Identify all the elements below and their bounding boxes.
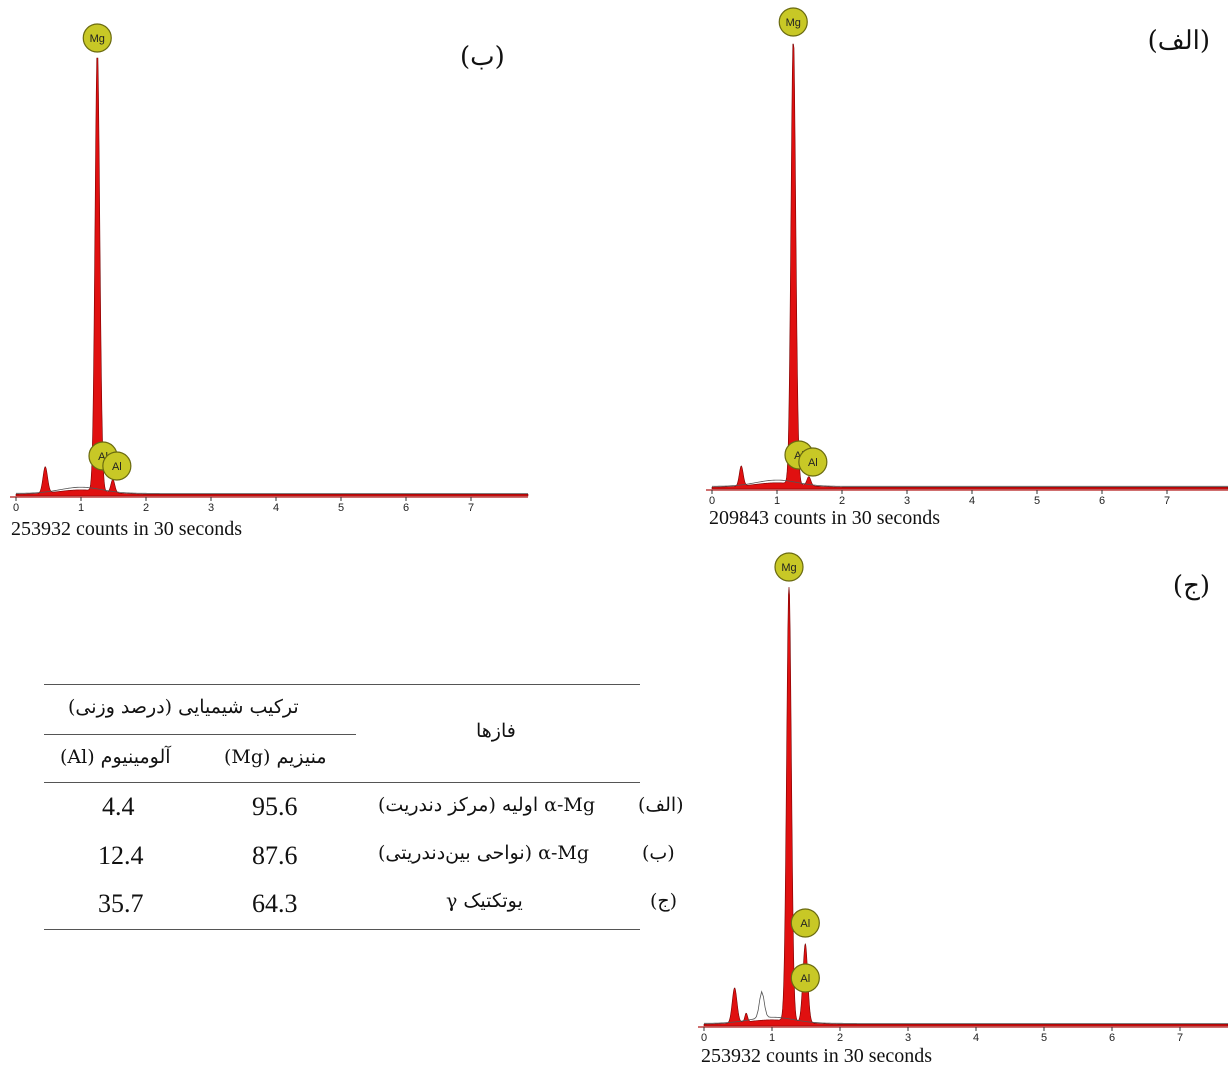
x-tick-label: 4 — [973, 1032, 979, 1044]
x-tick-label: 4 — [969, 495, 975, 507]
table-cell-phase: α-Mg (نواحی بین‌دندریتی) — [378, 842, 589, 864]
x-tick-label: 0 — [13, 502, 19, 514]
spectrum-area — [703, 586, 1228, 1027]
table-mid-rule — [44, 734, 356, 735]
table-top-rule — [44, 684, 640, 685]
counts-caption-c: 253932 counts in 30 seconds — [701, 1045, 933, 1067]
table-cell-mg: 87.6 — [252, 841, 298, 870]
element-marker-label: Al — [800, 973, 810, 985]
header-composition: ترکیب شیمیایی (درصد وزنی) — [68, 696, 299, 718]
header-phases: فازها — [476, 720, 516, 742]
x-tick-label: 2 — [837, 1032, 843, 1044]
x-tick-label: 6 — [1109, 1032, 1115, 1044]
element-marker-label: Al — [808, 457, 818, 469]
table-header-rule — [44, 782, 640, 783]
x-tick-label: 5 — [1034, 495, 1040, 507]
table-cell-phase: یوتکتیک γ — [446, 890, 523, 912]
table-cell-phase: α-Mg اولیه (مرکز دندریت) — [378, 794, 596, 816]
spectrum-area — [15, 57, 529, 497]
counts-caption-b: 253932 counts in 30 seconds — [11, 518, 243, 540]
table-cell-al: 12.4 — [98, 841, 144, 870]
x-tick-label: 3 — [905, 1032, 911, 1044]
spectrum-area — [711, 43, 1228, 490]
spectrum-panel-b: 0 1 2 3 4 5 6 7 Mg Al Al (ب) 253932 counts in 30 s… — [10, 0, 530, 545]
x-tick-label: 1 — [769, 1032, 775, 1044]
element-marker-mg: Mg — [774, 552, 804, 582]
x-tick-label: 2 — [143, 502, 149, 514]
element-marker-mg: Mg — [778, 7, 808, 37]
element-marker-label: Al — [98, 451, 108, 463]
element-marker-al: Al — [102, 451, 132, 481]
table-cell-mg: 95.6 — [252, 792, 298, 821]
x-tick-label: 2 — [839, 495, 845, 507]
spectrum-chart-b: 0 1 2 3 4 5 6 7 Mg Al Al — [10, 23, 529, 514]
element-marker-al: Al — [790, 908, 820, 938]
x-tick-label: 7 — [1177, 1032, 1183, 1044]
x-tick-label: 7 — [1164, 495, 1170, 507]
panel-label-a: (الف) — [1147, 26, 1210, 56]
x-tick-label: 7 — [468, 502, 474, 514]
panel-label-b: (ب) — [460, 42, 505, 72]
spectrum-panel-c: 0 1 2 3 4 5 6 7 Mg Al Al (ج) 253932 counts in 30 s… — [698, 545, 1228, 1070]
spectrum-panel-a: 0 1 2 3 4 5 6 7 Mg Al Al (الف) 209843 counts in 30… — [706, 0, 1228, 535]
x-tick-label: 5 — [338, 502, 344, 514]
x-tick-label: 3 — [208, 502, 214, 514]
x-tick-label: 0 — [709, 495, 715, 507]
table-cell-al: 4.4 — [102, 792, 135, 821]
element-marker-al: Al — [790, 963, 820, 993]
table-cell-al: 35.7 — [98, 889, 144, 918]
x-tick-label: 3 — [904, 495, 910, 507]
table-row-key: (ب) — [642, 842, 675, 864]
table-row-key: (ج) — [650, 890, 678, 912]
table-row-key: (الف) — [638, 794, 684, 816]
element-marker-mg: Mg — [82, 23, 112, 53]
x-tick-label: 1 — [774, 495, 780, 507]
background-curve — [703, 990, 1228, 1024]
element-marker-label: Mg — [781, 562, 796, 574]
x-tick-label: 6 — [403, 502, 409, 514]
x-tick-label: 4 — [273, 502, 279, 514]
x-tick-label: 6 — [1099, 495, 1105, 507]
background-curve — [711, 479, 1228, 487]
element-marker-al: Al — [798, 447, 828, 477]
panel-label-c: (ج) — [1172, 571, 1210, 601]
element-marker-label: Al — [112, 461, 122, 473]
background-curve — [15, 486, 528, 494]
header-al: آلومینیوم (Al) — [60, 746, 171, 768]
table-bottom-rule — [44, 929, 640, 930]
spectrum-chart-a: 0 1 2 3 4 5 6 7 Mg Al Al — [706, 7, 1228, 507]
element-marker-label: Al — [800, 918, 810, 930]
x-tick-label: 0 — [701, 1032, 707, 1044]
x-tick-label: 1 — [78, 502, 84, 514]
element-marker-label: Mg — [786, 17, 801, 29]
x-tick-label: 5 — [1041, 1032, 1047, 1044]
spectrum-chart-c: 0 1 2 3 4 5 6 7 Mg Al Al — [698, 552, 1228, 1044]
header-mg: منیزیم (Mg) — [224, 746, 327, 768]
element-marker-label: Al — [794, 450, 804, 462]
table-cell-mg: 64.3 — [252, 889, 298, 918]
element-marker-label: Mg — [90, 33, 105, 45]
counts-caption-a: 209843 counts in 30 seconds — [709, 507, 941, 529]
